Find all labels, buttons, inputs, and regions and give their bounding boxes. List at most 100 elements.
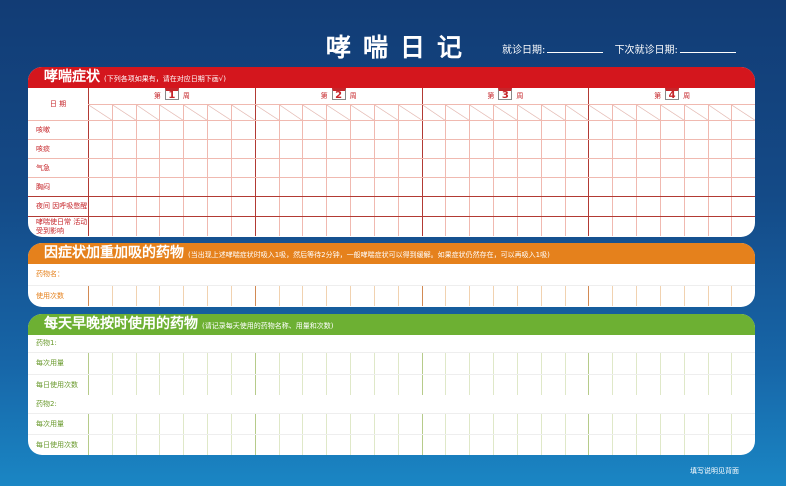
entry-cell[interactable] — [564, 353, 589, 374]
entry-cell[interactable] — [636, 375, 660, 395]
entry-cell[interactable] — [88, 159, 112, 177]
entry-cell[interactable] — [88, 286, 112, 306]
entry-cell[interactable] — [731, 353, 755, 374]
entry-cell[interactable] — [373, 353, 398, 374]
entry-cell[interactable] — [183, 435, 207, 455]
entry-cell[interactable] — [278, 414, 303, 434]
entry-cell[interactable] — [564, 159, 589, 177]
entry-cell[interactable] — [469, 121, 493, 139]
entry-cell[interactable] — [516, 121, 541, 139]
entry-cell[interactable] — [683, 375, 708, 395]
entry-cell[interactable] — [111, 140, 136, 158]
entry-cell[interactable] — [612, 159, 636, 177]
entry-cell[interactable] — [88, 217, 112, 236]
entry-cell[interactable] — [207, 217, 231, 236]
entry-cell[interactable] — [564, 414, 589, 434]
entry-cell[interactable] — [111, 435, 136, 455]
entry-cell[interactable] — [469, 435, 493, 455]
entry-cell[interactable] — [731, 286, 755, 306]
entry-cell[interactable] — [254, 414, 279, 434]
entry-cell[interactable] — [326, 217, 350, 236]
entry-cell[interactable] — [731, 435, 755, 455]
entry-cell[interactable] — [683, 159, 708, 177]
entry-cell[interactable] — [278, 286, 303, 306]
entry-cell[interactable] — [636, 414, 660, 434]
entry-cell[interactable] — [135, 178, 160, 196]
entry-cell[interactable] — [373, 159, 398, 177]
entry-cell[interactable] — [373, 217, 398, 236]
entry-cell[interactable] — [707, 197, 732, 216]
entry-cell[interactable] — [636, 197, 660, 216]
entry-cell[interactable] — [159, 217, 183, 236]
entry-cell[interactable] — [302, 286, 326, 306]
entry-cell[interactable] — [588, 435, 612, 455]
entry-cell[interactable] — [373, 178, 398, 196]
entry-cell[interactable] — [516, 353, 541, 374]
entry-cell[interactable] — [350, 353, 374, 374]
entry-cell[interactable] — [350, 121, 374, 139]
entry-cell[interactable] — [326, 375, 350, 395]
entry-cell[interactable] — [183, 375, 207, 395]
entry-cell[interactable] — [350, 178, 374, 196]
entry-cell[interactable] — [588, 178, 612, 196]
entry-cell[interactable] — [707, 178, 732, 196]
entry-cell[interactable] — [540, 217, 565, 236]
entry-cell[interactable] — [397, 197, 422, 216]
entry-cell[interactable] — [540, 353, 565, 374]
entry-cell[interactable] — [207, 159, 231, 177]
entry-cell[interactable] — [445, 435, 469, 455]
entry-cell[interactable] — [445, 121, 469, 139]
date-cell[interactable] — [564, 105, 589, 120]
entry-cell[interactable] — [397, 353, 422, 374]
entry-cell[interactable] — [469, 197, 493, 216]
date-cell[interactable] — [540, 105, 565, 120]
entry-cell[interactable] — [421, 414, 446, 434]
date-cell[interactable] — [469, 105, 494, 120]
entry-cell[interactable] — [421, 140, 446, 158]
entry-cell[interactable] — [540, 197, 565, 216]
entry-cell[interactable] — [111, 121, 136, 139]
entry-cell[interactable] — [659, 197, 684, 216]
entry-cell[interactable] — [588, 286, 612, 306]
entry-cell[interactable] — [445, 197, 469, 216]
date-cell[interactable] — [350, 105, 374, 120]
entry-cell[interactable] — [302, 435, 326, 455]
entry-cell[interactable] — [278, 353, 303, 374]
entry-cell[interactable] — [278, 375, 303, 395]
entry-cell[interactable] — [230, 286, 255, 306]
entry-cell[interactable] — [207, 140, 231, 158]
entry-cell[interactable] — [135, 414, 160, 434]
entry-cell[interactable] — [350, 197, 374, 216]
entry-cell[interactable] — [659, 375, 684, 395]
entry-cell[interactable] — [612, 217, 636, 236]
entry-cell[interactable] — [421, 435, 446, 455]
entry-cell[interactable] — [659, 414, 684, 434]
date-cell[interactable] — [493, 105, 517, 120]
entry-cell[interactable] — [207, 121, 231, 139]
entry-cell[interactable] — [183, 159, 207, 177]
entry-cell[interactable] — [612, 435, 636, 455]
entry-cell[interactable] — [230, 178, 255, 196]
entry-cell[interactable] — [207, 353, 231, 374]
entry-cell[interactable] — [588, 353, 612, 374]
date-cell[interactable] — [421, 105, 446, 120]
date-cell[interactable] — [159, 105, 184, 120]
entry-cell[interactable] — [469, 375, 493, 395]
entry-cell[interactable] — [302, 178, 326, 196]
entry-cell[interactable] — [707, 414, 732, 434]
entry-cell[interactable] — [683, 178, 708, 196]
entry-cell[interactable] — [183, 217, 207, 236]
entry-cell[interactable] — [540, 286, 565, 306]
entry-cell[interactable] — [183, 286, 207, 306]
entry-cell[interactable] — [421, 353, 446, 374]
entry-cell[interactable] — [111, 286, 136, 306]
entry-cell[interactable] — [612, 353, 636, 374]
entry-cell[interactable] — [397, 375, 422, 395]
date-cell[interactable] — [707, 105, 732, 120]
entry-cell[interactable] — [421, 197, 446, 216]
entry-cell[interactable] — [445, 217, 469, 236]
entry-cell[interactable] — [397, 414, 422, 434]
entry-cell[interactable] — [516, 414, 541, 434]
entry-cell[interactable] — [564, 286, 589, 306]
entry-cell[interactable] — [540, 375, 565, 395]
